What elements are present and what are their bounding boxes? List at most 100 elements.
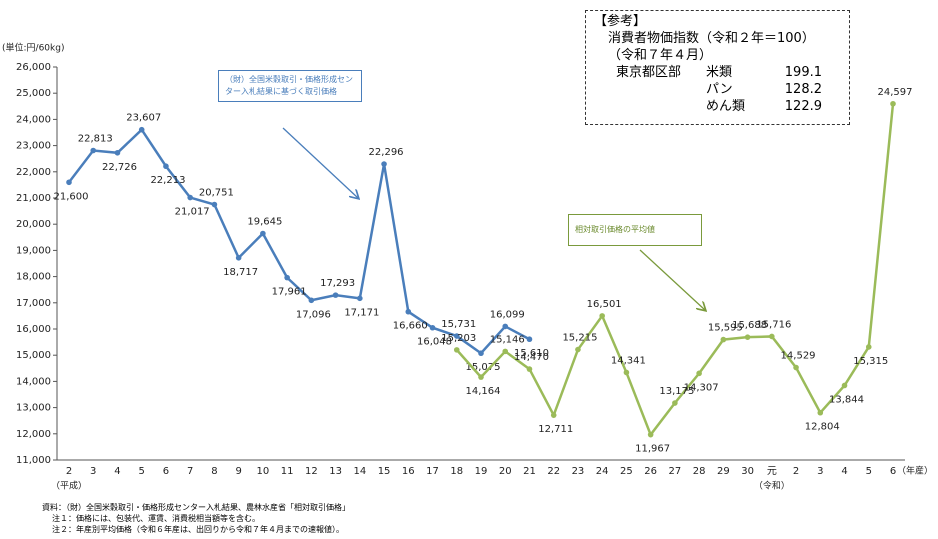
- value-label: 22,296: [369, 147, 404, 158]
- x-tick-label: 25: [620, 466, 633, 477]
- value-label: 14,307: [684, 382, 719, 393]
- value-label: 22,813: [78, 133, 113, 144]
- value-label: 22,726: [102, 162, 137, 173]
- x-tick-label: 15: [378, 466, 391, 477]
- value-label: 15,595: [708, 323, 743, 334]
- point: [114, 149, 121, 156]
- x-tick-label: 13: [329, 466, 342, 477]
- x-unit: （年産）: [897, 465, 933, 477]
- point: [453, 333, 460, 339]
- value-label: 13,175: [659, 386, 694, 397]
- point: [308, 297, 315, 304]
- value-label: 15,716: [756, 319, 791, 330]
- point: [744, 334, 751, 340]
- x-tick-label: 4: [841, 466, 847, 477]
- point: [575, 346, 581, 353]
- point: [138, 126, 145, 133]
- value-label: 16,501: [587, 299, 622, 310]
- y-tick-label: 11,000: [16, 455, 51, 466]
- value-label: 16,660: [393, 321, 428, 332]
- ref-line: （令和７年４月）: [608, 48, 713, 63]
- point: [623, 369, 630, 376]
- y-tick-label: 19,000: [16, 245, 51, 256]
- x-tick-label: 8: [211, 466, 217, 477]
- value-label: 17,961: [272, 287, 307, 298]
- value-label: 17,293: [320, 278, 355, 289]
- y-tick-label: 20,000: [16, 219, 51, 230]
- y-tick-label: 23,000: [16, 141, 51, 152]
- y-unit: (単位:円/60kg): [2, 42, 64, 54]
- value-label: 12,711: [538, 424, 573, 435]
- x-tick-label: 24: [596, 466, 609, 477]
- point: [769, 333, 775, 340]
- ref-text: めん類: [706, 99, 746, 114]
- x-tick-label: 3: [90, 466, 96, 477]
- ref-text: 122.9: [784, 99, 822, 114]
- callout-arrow: [639, 249, 705, 310]
- point: [381, 161, 387, 167]
- point: [453, 347, 460, 353]
- x-tick-label: 30: [741, 466, 754, 477]
- x-tick-label: 21: [523, 466, 536, 477]
- point: [235, 255, 242, 261]
- x-tick-label: 14: [353, 466, 366, 477]
- value-label: 16,099: [490, 309, 525, 320]
- x-tick-label: 6: [163, 466, 169, 477]
- x-tick-label: 2: [66, 466, 72, 477]
- x-tick-label: 10: [257, 466, 270, 477]
- point: [429, 324, 436, 331]
- value-label: 16,048: [417, 337, 452, 348]
- note: 注１：価格には、包装代、運賃、消費税相当額等を含む。: [52, 514, 260, 523]
- value-label: 23,607: [126, 113, 161, 124]
- point: [890, 100, 896, 107]
- ref-text: 199.1: [784, 65, 822, 80]
- point: [502, 323, 509, 330]
- x-tick-label: 18: [450, 466, 463, 477]
- x-tick-label: 28: [693, 466, 706, 477]
- value-label: 21,017: [175, 207, 210, 218]
- point: [187, 194, 193, 201]
- ref-text: 東京都区部: [616, 65, 682, 80]
- y-tick-label: 25,000: [16, 88, 51, 99]
- x-tick-label: 2: [793, 466, 799, 477]
- series-line: [68, 127, 531, 355]
- x-tick-label: 12: [305, 466, 318, 477]
- note: 資料：（財）全国米穀取引・価格形成センター入札結果、農林水産省「相対取引価格」: [42, 503, 350, 512]
- y-tick-label: 14,000: [16, 376, 51, 387]
- value-label: 22,213: [150, 175, 185, 186]
- point: [478, 374, 484, 380]
- x-tick-label: 27: [669, 466, 682, 477]
- y-tick-label: 12,000: [16, 429, 51, 440]
- point: [405, 308, 412, 315]
- point: [66, 179, 72, 186]
- callout-arrow: [282, 127, 358, 198]
- point: [526, 336, 533, 343]
- value-label: 17,096: [296, 309, 331, 320]
- x-tick-label: 22: [547, 466, 560, 477]
- ref-text: 米類: [706, 65, 733, 80]
- point: [502, 348, 509, 355]
- y-tick-label: 18,000: [16, 272, 51, 283]
- point: [647, 431, 654, 438]
- x-tick-label: 26: [644, 466, 657, 477]
- point: [90, 147, 97, 154]
- x-tick-label: 11: [281, 466, 294, 477]
- value-label: 18,717: [223, 267, 258, 278]
- y-tick-label: 13,000: [16, 403, 51, 414]
- value-label: 15,731: [441, 319, 476, 330]
- x-tick-label: 19: [475, 466, 488, 477]
- x-tick-label: 3: [817, 466, 823, 477]
- ref-title: 【参考】: [594, 14, 647, 29]
- x-tick-label: 17: [426, 466, 439, 477]
- point: [211, 201, 218, 208]
- point: [332, 292, 339, 298]
- point: [793, 364, 799, 371]
- point: [696, 370, 702, 377]
- value-label: 15,146: [490, 334, 525, 345]
- value-label: 24,597: [878, 87, 913, 98]
- y-tick-label: 24,000: [16, 114, 51, 125]
- note: 注２：年産別平均価格（令和６年産は、出回りから令和７年４月までの速報値）。: [52, 525, 344, 534]
- x-sublabel: （令和）: [754, 480, 790, 492]
